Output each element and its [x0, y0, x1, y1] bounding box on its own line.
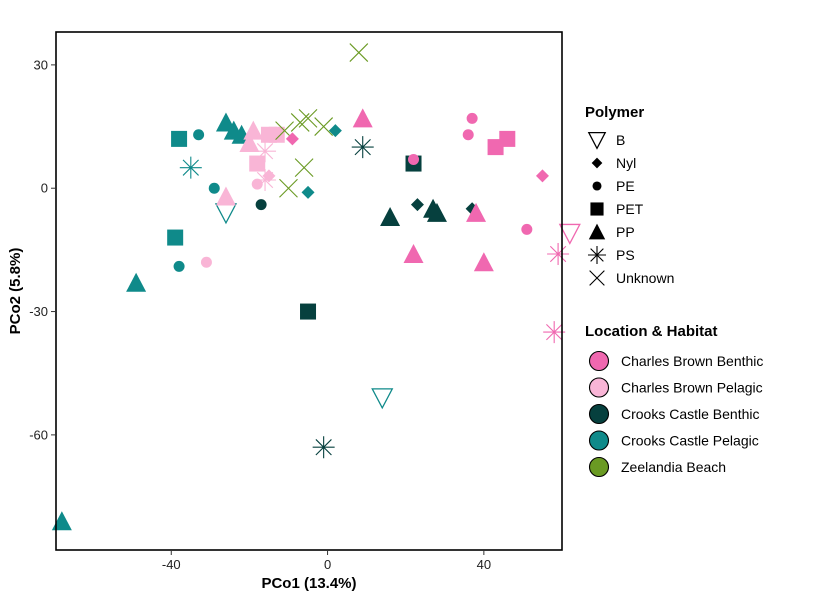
legend-key-b	[587, 131, 607, 150]
legend-label-crooks-castle-pelagic: Crooks Castle Pelagic	[621, 433, 759, 449]
point-pet-crooks-castle-benthic-31	[300, 303, 317, 320]
legend-label-zeelandia-beach: Zeelandia Beach	[621, 459, 726, 475]
legend-label-b: B	[616, 132, 625, 148]
legend-label-unknown: Unknown	[616, 270, 674, 286]
legend-swatch-crooks-castle-pelagic	[588, 430, 610, 451]
point-ps-charles-brown-pelagic-19	[254, 140, 277, 163]
point-nyl-charles-brown-benthic-26	[285, 132, 299, 146]
x-axis-title: PCo1 (13.4%)	[261, 575, 356, 592]
point-unknown-zeelandia-beach-25	[279, 178, 298, 198]
point-pe-crooks-castle-pelagic-8	[208, 182, 220, 194]
point-pe-charles-brown-pelagic-7	[200, 256, 212, 268]
legend-polymer-title: Polymer	[585, 104, 644, 121]
point-pp-charles-brown-benthic-50	[473, 252, 494, 272]
legend-swatch-charles-brown-pelagic	[588, 377, 610, 398]
point-pp-crooks-castle-pelagic-0	[51, 511, 72, 531]
point-pe-charles-brown-benthic-42	[408, 153, 420, 165]
x-tick-label: -40	[162, 557, 181, 572]
legend-key-pe	[592, 181, 602, 191]
point-unknown-zeelandia-beach-28	[294, 158, 314, 178]
legend-label-nyl: Nyl	[616, 155, 636, 171]
x-tick-label: 0	[324, 557, 331, 572]
legend-location: Location & Habitat Charles Brown Benthic…	[585, 323, 763, 478]
point-pe-charles-brown-benthic-47	[466, 112, 478, 124]
legend-label-charles-brown-benthic: Charles Brown Benthic	[621, 353, 763, 369]
legend-label-pet: PET	[616, 201, 644, 217]
legend-key-ps	[587, 245, 607, 265]
point-ps-charles-brown-benthic-56	[547, 243, 570, 265]
legend-key-pp	[588, 223, 606, 240]
point-ps-crooks-castle-benthic-32	[312, 436, 335, 459]
point-nyl-charles-brown-pelagic-21	[262, 169, 276, 183]
point-pe-charles-brown-benthic-53	[521, 223, 533, 235]
point-nyl-charles-brown-benthic-54	[535, 169, 549, 183]
legend-label-pe: PE	[616, 178, 635, 194]
y-tick-label: 30	[34, 57, 48, 72]
point-pet-charles-brown-pelagic-23	[268, 126, 285, 143]
y-tick-label: -60	[29, 427, 48, 442]
point-pp-charles-brown-benthic-40	[403, 244, 424, 263]
point-nyl-crooks-castle-benthic-43	[410, 198, 424, 212]
legend-polymer: Polymer B Nyl PE PET PP PS Unknown	[585, 104, 674, 286]
point-unknown-zeelandia-beach-35	[349, 43, 369, 62]
point-b-crooks-castle-pelagic-38	[371, 388, 394, 410]
legend-swatch-zeelandia-beach	[588, 456, 610, 478]
point-pet-crooks-castle-pelagic-2	[167, 229, 184, 246]
point-nyl-crooks-castle-pelagic-34	[328, 124, 342, 138]
point-pet-crooks-castle-pelagic-4	[171, 130, 188, 147]
point-b-charles-brown-benthic-57	[558, 223, 581, 245]
plot-frame	[55, 31, 563, 551]
point-pp-crooks-castle-pelagic-1	[126, 272, 147, 292]
point-pp-crooks-castle-benthic-45	[426, 202, 447, 222]
legend-label-crooks-castle-benthic: Crooks Castle Benthic	[621, 406, 760, 422]
y-axis-title: PCo2 (5.8%)	[7, 248, 24, 335]
point-pe-charles-brown-pelagic-16	[251, 178, 263, 190]
legend-key-pet	[590, 202, 604, 216]
legend-label-charles-brown-pelagic: Charles Brown Pelagic	[621, 380, 763, 396]
y-tick-label: -30	[29, 304, 48, 319]
point-pe-crooks-castle-pelagic-6	[193, 129, 205, 141]
point-pp-crooks-castle-benthic-39	[380, 207, 401, 226]
legend-label-ps: PS	[616, 247, 635, 263]
point-pet-charles-brown-benthic-52	[499, 130, 516, 147]
point-pp-charles-brown-pelagic-14	[239, 133, 260, 152]
legend-key-nyl	[591, 157, 603, 169]
point-unknown-zeelandia-beach-30	[298, 108, 318, 128]
point-pet-charles-brown-pelagic-17	[249, 155, 266, 172]
point-ps-crooks-castle-benthic-37	[351, 136, 374, 159]
points-layer	[51, 43, 581, 531]
point-pp-charles-brown-benthic-36	[352, 108, 373, 128]
point-ps-charles-brown-benthic-55	[543, 321, 566, 344]
x-tick-label: 40	[477, 557, 491, 572]
legend-key-unknown	[589, 270, 605, 286]
point-nyl-crooks-castle-pelagic-29	[301, 185, 315, 199]
legend-location-title: Location & Habitat	[585, 323, 718, 340]
y-tick-label: 0	[41, 181, 48, 196]
point-b-crooks-castle-pelagic-9	[214, 203, 238, 225]
legend-swatch-crooks-castle-benthic	[588, 403, 610, 425]
legend-label-pp: PP	[616, 224, 635, 240]
point-ps-charles-brown-pelagic-20	[254, 169, 277, 191]
point-unknown-zeelandia-beach-33	[314, 117, 334, 136]
point-pe-crooks-castle-benthic-18	[255, 199, 267, 211]
point-pe-crooks-castle-pelagic-3	[173, 260, 185, 272]
point-pp-charles-brown-pelagic-15	[243, 120, 264, 140]
point-ps-crooks-castle-pelagic-5	[179, 156, 202, 179]
point-pe-charles-brown-benthic-46	[462, 129, 474, 141]
point-pp-charles-brown-benthic-49	[466, 202, 487, 222]
axes-layer: -40 0 40 -60 -30 0 30	[29, 57, 491, 572]
point-pp-charles-brown-pelagic-10	[215, 186, 236, 206]
legend-swatch-charles-brown-benthic	[588, 350, 610, 372]
